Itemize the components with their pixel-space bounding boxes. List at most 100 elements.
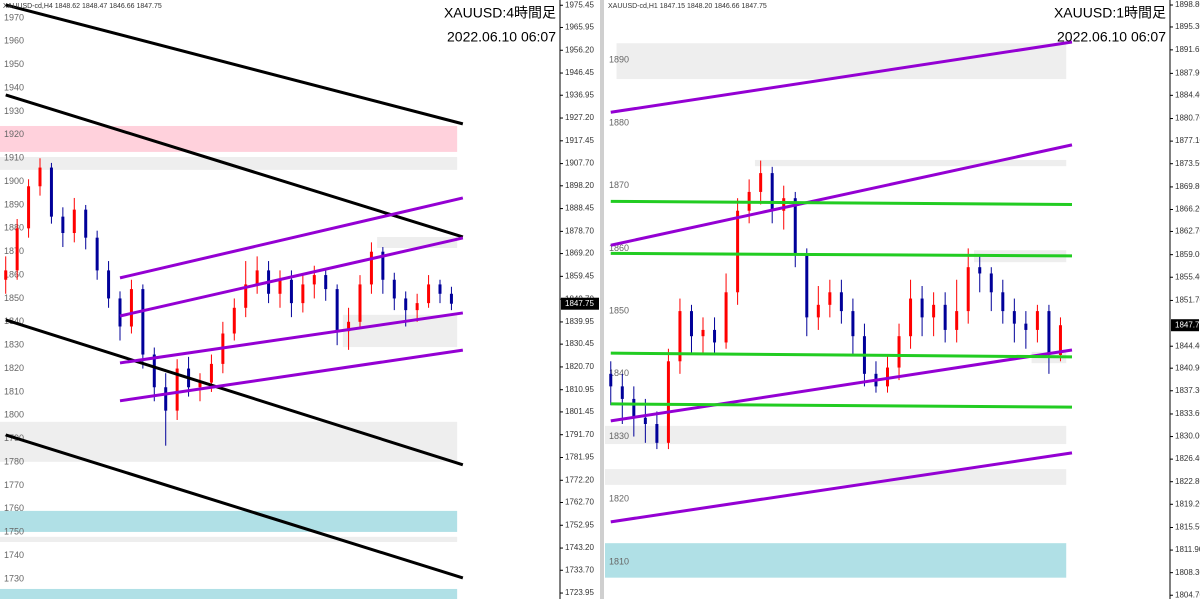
- candle-body: [381, 251, 385, 280]
- y-tick-label: 1870: [4, 246, 24, 256]
- y2-tick-label: 1898.80: [1175, 0, 1200, 9]
- y-tick-label: 1830: [609, 431, 629, 441]
- y2-tick-label: 1898.20: [565, 181, 594, 190]
- y2-tick-label: 1859.45: [565, 271, 594, 280]
- candle-body: [175, 368, 179, 411]
- candle-body: [782, 198, 786, 211]
- y-tick-label: 1880: [609, 117, 629, 127]
- y2-tick-label: 1866.20: [1175, 205, 1200, 214]
- y-tick-label: 1730: [4, 573, 24, 583]
- y2-tick-label: 1946.45: [565, 68, 594, 77]
- candle-body: [232, 307, 236, 334]
- candle-body: [301, 284, 305, 304]
- panel-separator: [600, 0, 604, 599]
- candle-body: [689, 311, 693, 337]
- zone: [0, 588, 458, 599]
- y-tick-label: 1970: [4, 12, 24, 22]
- y-tick-label: 1840: [609, 368, 629, 378]
- y2-tick-label: 1873.50: [1175, 159, 1200, 168]
- zone: [605, 425, 1067, 445]
- trend-line: [5, 3, 464, 126]
- y-tick-label: 1930: [4, 106, 24, 116]
- annotation: XAUUSD:1時間足: [1054, 5, 1166, 21]
- candle-body: [209, 363, 213, 383]
- y2-tick-label: 1907.70: [565, 159, 594, 168]
- trend-line: [5, 93, 464, 239]
- candle-body: [312, 275, 316, 285]
- candle-body: [95, 237, 99, 271]
- y2-tick-label: 1810.95: [565, 385, 594, 394]
- chart-title: XAUUSD-cd,H1 1847.15 1848.20 1846.66 184…: [608, 3, 767, 10]
- candle-body: [932, 304, 936, 318]
- y-tick-label: 1890: [609, 55, 629, 65]
- y2-tick-label: 1840.90: [1175, 363, 1200, 372]
- y2-tick-label: 1808.30: [1175, 568, 1200, 577]
- candle-body: [84, 209, 88, 238]
- candle-body: [255, 270, 259, 285]
- y-tick-label: 1780: [4, 456, 24, 466]
- annotation: XAUUSD:4時間足: [444, 5, 556, 21]
- y2-tick-label: 1869.20: [565, 249, 594, 258]
- trend-line: [610, 451, 1073, 524]
- y2-tick-label: 1862.70: [1175, 227, 1200, 236]
- y-tick-label: 1870: [609, 180, 629, 190]
- candle-body: [678, 311, 682, 362]
- trend-line: [119, 236, 464, 318]
- y-tick-label: 1820: [609, 494, 629, 504]
- candle-body: [27, 186, 31, 229]
- candle-body: [1047, 311, 1051, 356]
- annotation: 2022.06.10 06:07: [447, 29, 556, 45]
- chart-title: XAUUSD-cd,H4 1848.62 1848.47 1846.66 184…: [3, 3, 162, 10]
- price-tag: 1847.75: [565, 299, 594, 308]
- candle-body: [438, 284, 442, 294]
- y2-tick-label: 1811.90: [1175, 545, 1200, 554]
- candle-body: [724, 292, 728, 343]
- candle-body: [129, 289, 133, 327]
- y2-tick-label: 1839.95: [565, 317, 594, 326]
- candle-body: [289, 279, 293, 304]
- candle-body: [736, 210, 740, 293]
- y-tick-label: 1810: [4, 386, 24, 396]
- y2-tick-label: 1884.40: [1175, 90, 1200, 99]
- candle-body: [793, 198, 797, 255]
- y2-tick-label: 1855.40: [1175, 272, 1200, 281]
- y-tick-label: 1750: [4, 527, 24, 537]
- y-tick-label: 1770: [4, 480, 24, 490]
- y-tick-label: 1940: [4, 82, 24, 92]
- candle-body: [955, 311, 959, 330]
- candle-body: [118, 298, 122, 327]
- y2-tick-label: 1791.70: [565, 430, 594, 439]
- candle-body: [989, 273, 993, 293]
- trend-line: [610, 199, 1072, 206]
- candle-body: [72, 209, 76, 234]
- trend-line: [119, 196, 464, 280]
- y2-tick-label: 1830.45: [565, 339, 594, 348]
- y2-tick-label: 1781.95: [565, 453, 594, 462]
- y-tick-label: 1880: [4, 223, 24, 233]
- candle-body: [15, 228, 19, 271]
- price-panel: 1810 1820 1830 1840 1850 1860 1870 1880 1890 1898…: [605, 0, 1200, 599]
- candle-body: [805, 254, 809, 318]
- candle-body: [1012, 311, 1016, 324]
- y2-tick-label: 1869.80: [1175, 182, 1200, 191]
- zone: [0, 125, 458, 152]
- candle-body: [770, 173, 774, 211]
- y2-tick-label: 1927.20: [565, 113, 594, 122]
- y2-tick-label: 1822.80: [1175, 477, 1200, 486]
- candle-body: [404, 298, 408, 311]
- candle-body: [1024, 323, 1028, 330]
- candle-body: [278, 279, 282, 294]
- y2-tick-label: 1877.10: [1175, 136, 1200, 145]
- candle-body: [49, 167, 53, 217]
- candle-body: [666, 361, 670, 443]
- candle-body: [324, 275, 328, 290]
- candle-body: [609, 373, 613, 387]
- candle-body: [38, 167, 42, 187]
- y-tick-label: 1810: [609, 556, 629, 566]
- candle-body: [978, 267, 982, 274]
- y-tick-label: 1890: [4, 199, 24, 209]
- candle-body: [369, 251, 373, 285]
- price-tag-bg: [1171, 319, 1199, 332]
- y2-tick-label: 1833.60: [1175, 409, 1200, 418]
